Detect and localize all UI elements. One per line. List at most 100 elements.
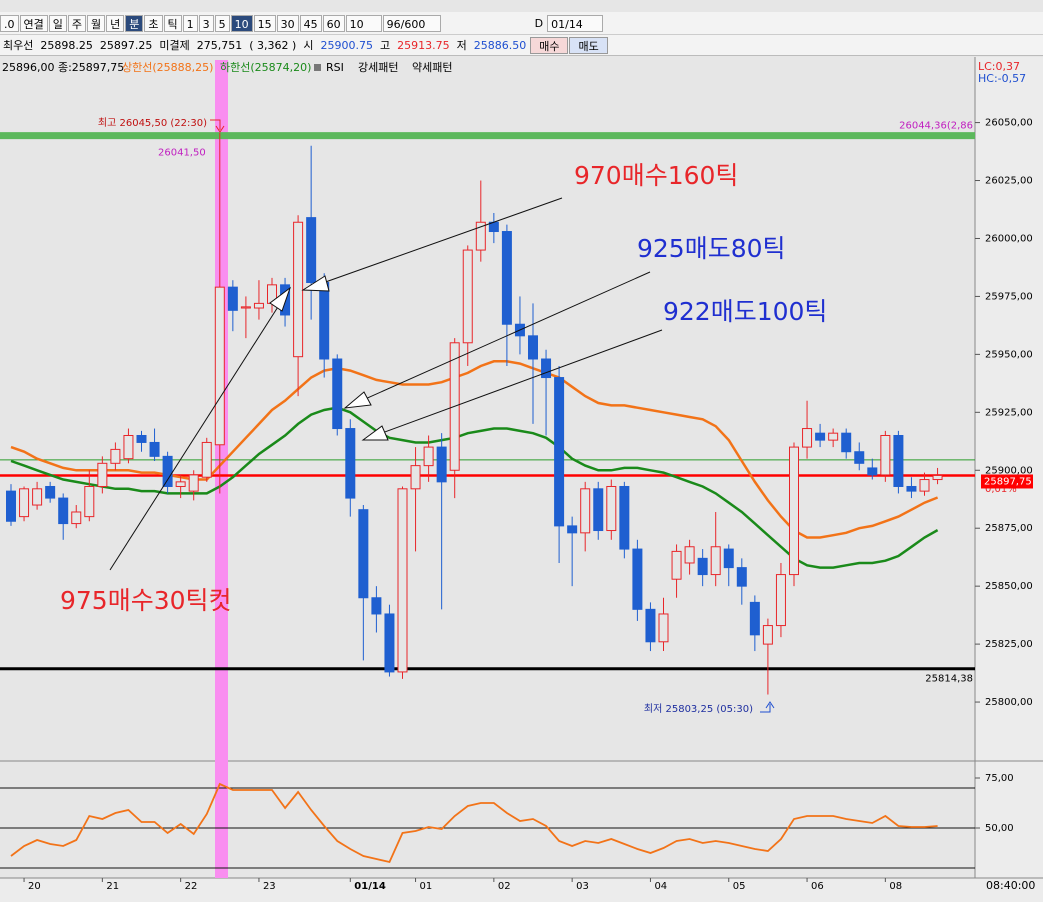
candle-body bbox=[789, 446, 799, 576]
candle-body bbox=[802, 428, 813, 448]
candle-body bbox=[332, 358, 343, 430]
toolbar-button[interactable]: 5 bbox=[214, 14, 230, 32]
candle-body bbox=[136, 434, 147, 443]
trade-annotation: 975매수30틱컷 bbox=[60, 586, 232, 615]
price-tag-label: 25897,75 bbox=[984, 476, 1032, 487]
arrow bbox=[344, 271, 651, 409]
buy-button[interactable]: 매수 bbox=[530, 36, 569, 54]
toolbar-button[interactable]: 1 bbox=[182, 14, 198, 32]
x-tick-label: 01/14 bbox=[354, 881, 386, 892]
x-tick-label: 22 bbox=[185, 881, 198, 892]
highlight-band bbox=[215, 60, 228, 878]
toolbar-button[interactable]: 연결 bbox=[19, 14, 48, 32]
legend-entry: 강세패턴 bbox=[358, 61, 398, 74]
candle-body bbox=[828, 432, 839, 441]
toolbar-button[interactable]: 월 bbox=[87, 14, 106, 32]
band-line bbox=[10, 360, 939, 539]
toolbar-button[interactable]: 년 bbox=[106, 14, 125, 32]
candle-body bbox=[619, 485, 630, 550]
candle-body bbox=[306, 217, 317, 284]
toolbar-button[interactable]: 주 bbox=[67, 14, 86, 32]
y-tick-label: 26025,00 bbox=[985, 176, 1033, 187]
sell-button[interactable]: 매도 bbox=[569, 36, 608, 54]
candle-body bbox=[749, 601, 760, 636]
candle-body bbox=[567, 525, 578, 534]
candle-body bbox=[214, 286, 225, 446]
arrowhead bbox=[269, 286, 292, 312]
toolbar-button[interactable]: 초 bbox=[144, 14, 163, 32]
checkbox[interactable]: D bbox=[534, 16, 544, 30]
candle-body bbox=[201, 441, 212, 478]
legend: 25896,00 종:25897,75 상한선(25888,25) 하한선(258… bbox=[2, 60, 452, 74]
toolbar-button[interactable]: 틱 bbox=[163, 14, 182, 32]
quote-field: 고 bbox=[379, 38, 391, 52]
price-tag bbox=[981, 474, 1033, 489]
trade-annotation: 922매도100틱 bbox=[663, 297, 827, 326]
y-tick-label: 25975,00 bbox=[985, 291, 1033, 302]
candle-body bbox=[906, 485, 917, 492]
count-field[interactable]: 96/600 bbox=[382, 14, 441, 32]
candle-body bbox=[723, 548, 734, 569]
trade-arrows bbox=[109, 197, 663, 571]
quote-field: 25900.75 bbox=[320, 38, 373, 52]
candle-body bbox=[645, 608, 656, 643]
toolbar: .0 연결 일 주 월 년 분 초 틱 1 3 5 10 15 30 45 60 10 96/600 D 01/14 bbox=[0, 12, 1043, 35]
toolbar-button[interactable]: 3 bbox=[198, 14, 214, 32]
toolbar-button[interactable]: 일 bbox=[48, 14, 67, 32]
trade-annotation: 925매도80틱 bbox=[637, 234, 786, 263]
y-tick-label: 25875,00 bbox=[985, 523, 1033, 534]
candle-body bbox=[71, 511, 82, 525]
candle-body bbox=[854, 451, 865, 464]
toolbar-button[interactable]: 분 bbox=[125, 14, 144, 32]
y-tick-label: 25850,00 bbox=[985, 581, 1033, 592]
toolbar-button[interactable]: 60 bbox=[322, 14, 345, 32]
candle-body bbox=[123, 434, 134, 460]
quote-field: 시 bbox=[303, 38, 314, 52]
x-tick-label: 04 bbox=[654, 881, 667, 892]
candle-body bbox=[919, 479, 930, 492]
candle-body bbox=[188, 474, 199, 492]
candle-body bbox=[267, 284, 277, 304]
period-select[interactable]: 10 bbox=[345, 14, 382, 32]
toolbar-button[interactable]: 30 bbox=[276, 14, 299, 32]
candle-body bbox=[671, 550, 682, 580]
quote-field: 25897.25 bbox=[99, 38, 153, 52]
legend-entry: 하한선(25874,20) bbox=[220, 60, 311, 74]
candle-body bbox=[58, 497, 69, 525]
toolbar-button[interactable]: 45 bbox=[299, 14, 322, 32]
candle-body bbox=[32, 488, 43, 506]
y-tick-label: 25950,00 bbox=[985, 349, 1033, 360]
time-label: 08:40:00 bbox=[986, 879, 1035, 892]
candle-body bbox=[449, 342, 460, 471]
quote-bar: 최우선 25898.25 25897.25 미결제 275,751( 3,362 ) 시 2… bbox=[0, 35, 1043, 56]
x-tick-label: 02 bbox=[498, 881, 511, 892]
candle-body bbox=[606, 485, 617, 532]
toolbar-button[interactable]: 15 bbox=[253, 14, 276, 32]
candle-body bbox=[253, 302, 264, 309]
rsi-tick-label: 75,00 bbox=[985, 773, 1014, 784]
candle-body bbox=[423, 446, 434, 467]
candle-body bbox=[280, 284, 291, 316]
toolbar-button[interactable]: .0 bbox=[0, 14, 19, 32]
y-tick-label: 25925,00 bbox=[985, 407, 1033, 418]
y-tick-label: 25825,00 bbox=[985, 639, 1033, 650]
candle-body bbox=[319, 282, 330, 360]
candle-body bbox=[554, 377, 565, 527]
quote-field: 275,751 bbox=[196, 38, 243, 52]
rsi-line bbox=[10, 782, 938, 864]
date-field[interactable]: 01/14 bbox=[547, 14, 604, 32]
candle-body bbox=[293, 221, 304, 358]
arrow bbox=[109, 287, 291, 571]
candle-body bbox=[932, 474, 943, 481]
quote-field: 저 bbox=[456, 38, 467, 52]
candle-body bbox=[815, 432, 826, 441]
high-marker bbox=[210, 119, 225, 133]
y-tick-label: 25900,00 bbox=[985, 465, 1033, 476]
y-tick-label: 26050,00 bbox=[985, 118, 1033, 129]
candle-body bbox=[488, 221, 499, 233]
toolbar-button[interactable]: 10 bbox=[230, 14, 253, 32]
price-line-label: 25814,38 bbox=[925, 674, 973, 685]
candle-body bbox=[736, 567, 747, 587]
